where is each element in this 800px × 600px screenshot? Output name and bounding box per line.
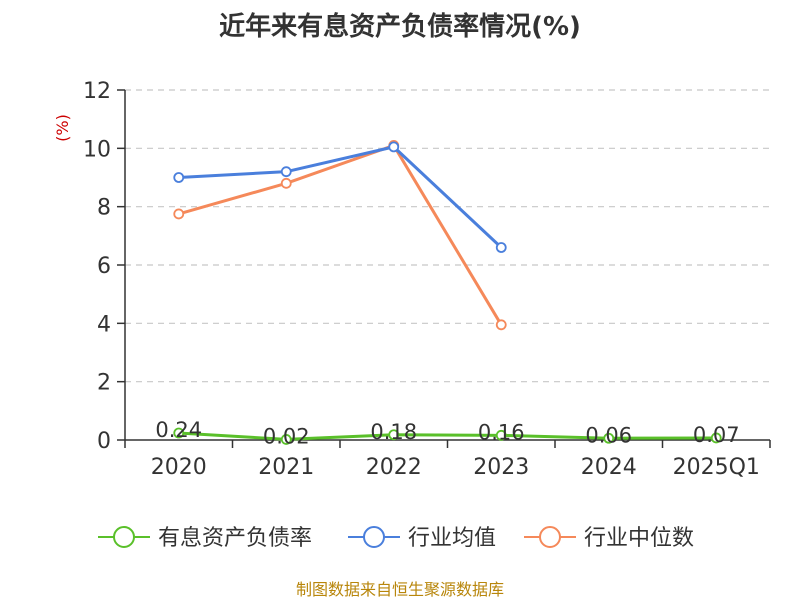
legend-item: 行业中位数 bbox=[524, 526, 694, 551]
x-tick-label: 2024 bbox=[581, 455, 637, 480]
data-point bbox=[280, 166, 292, 178]
x-tick-label: 2025Q1 bbox=[673, 455, 760, 480]
legend-label: 行业中位数 bbox=[584, 526, 694, 551]
x-tick-label: 2020 bbox=[151, 455, 207, 480]
y-tick-label: 0 bbox=[97, 429, 111, 454]
series-line bbox=[178, 145, 503, 249]
y-tick-label: 2 bbox=[97, 371, 111, 396]
data-point bbox=[495, 242, 507, 253]
series-0 bbox=[173, 427, 722, 445]
legend-swatch-marker bbox=[363, 526, 385, 548]
y-tick-label: 6 bbox=[97, 254, 111, 279]
x-tick-label: 2022 bbox=[366, 455, 422, 480]
data-point bbox=[710, 432, 722, 444]
source-note: 制图数据来自恒生聚源数据库 bbox=[296, 580, 504, 599]
x-tick-label: 2023 bbox=[473, 455, 529, 480]
chart-title: 近年来有息资产负债率情况(%) bbox=[219, 12, 581, 42]
axes: 0 2 4 6 8 10 12 2020 2021 2022 2023 2024 2025Q1 bbox=[83, 79, 771, 480]
y-tick-label: 8 bbox=[97, 196, 111, 221]
y-tick-label: 12 bbox=[83, 79, 111, 104]
data-point bbox=[495, 319, 507, 331]
data-label: 0.06 bbox=[585, 423, 632, 447]
data-label: 0.18 bbox=[370, 420, 417, 444]
data-point bbox=[603, 432, 615, 444]
series-2 bbox=[173, 140, 507, 331]
legend-label: 有息资产负债率 bbox=[158, 526, 312, 551]
legend-swatch-marker bbox=[113, 526, 135, 548]
data-point bbox=[173, 427, 185, 439]
data-label: 0.02 bbox=[263, 424, 310, 448]
data-label: 0.16 bbox=[478, 420, 525, 444]
data-point bbox=[495, 429, 507, 441]
legend-label: 行业均值 bbox=[408, 526, 496, 551]
data-point bbox=[388, 141, 400, 153]
data-point bbox=[173, 208, 185, 220]
data-label: 0.24 bbox=[155, 418, 202, 442]
legend: 有息资产负债率 行业均值 行业中位数 bbox=[98, 526, 694, 551]
legend-item: 行业均值 bbox=[348, 526, 496, 551]
data-point bbox=[280, 434, 292, 445]
y-axis-label: (%) bbox=[53, 114, 72, 142]
legend-item: 有息资产负债率 bbox=[98, 526, 312, 551]
data-labels: 0.24 0.02 0.18 0.16 0.06 0.07 bbox=[155, 418, 739, 448]
data-point bbox=[388, 429, 400, 441]
x-tick-label: 2021 bbox=[258, 455, 314, 480]
data-point bbox=[280, 177, 292, 189]
series-line bbox=[178, 431, 717, 441]
legend-swatch-marker bbox=[539, 526, 561, 548]
series-1 bbox=[173, 141, 507, 253]
grid bbox=[125, 89, 770, 383]
y-tick-label: 4 bbox=[97, 312, 111, 337]
series bbox=[173, 140, 722, 445]
y-tick-label: 10 bbox=[83, 137, 111, 162]
data-point bbox=[173, 172, 185, 183]
series-line bbox=[178, 143, 503, 326]
data-label: 0.07 bbox=[693, 423, 740, 447]
